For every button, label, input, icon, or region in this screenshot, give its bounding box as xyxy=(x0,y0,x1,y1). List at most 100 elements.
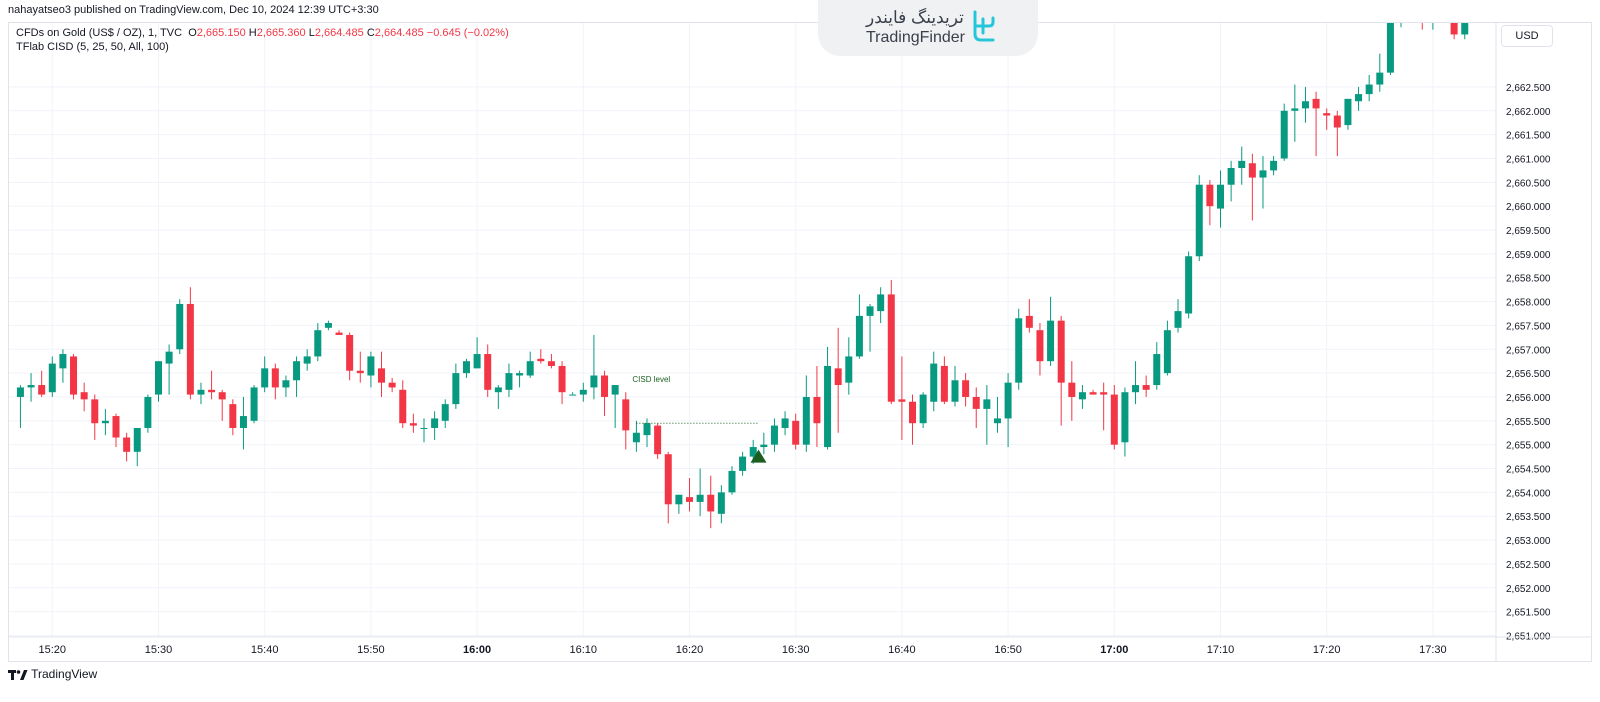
candle-body xyxy=(1312,98,1320,109)
candle-body xyxy=(409,423,417,426)
candle-body xyxy=(1482,8,1489,18)
candle xyxy=(1227,160,1235,202)
candle-body xyxy=(1461,23,1469,35)
candle-body xyxy=(1386,23,1394,73)
candle-body xyxy=(1163,330,1171,374)
ohlc-open-label: O xyxy=(188,27,197,39)
candle-body xyxy=(1557,18,1564,49)
candle-body xyxy=(601,375,609,397)
candle xyxy=(1301,86,1309,123)
candle-body xyxy=(993,418,1001,424)
bullish-signal-triangle xyxy=(750,449,767,463)
candle xyxy=(909,394,917,445)
candle-body xyxy=(112,416,120,438)
candle-body xyxy=(1025,315,1033,328)
currency-selector[interactable]: USD xyxy=(1501,25,1553,47)
time-tick-label: 16:20 xyxy=(676,644,704,656)
candle xyxy=(1323,108,1331,130)
candle-body xyxy=(1100,392,1108,395)
price-tick-label: 2,653.500 xyxy=(1506,512,1551,523)
candle-body xyxy=(707,494,715,512)
candle-body xyxy=(1227,168,1235,185)
time-tick-label: 17:10 xyxy=(1207,644,1235,656)
candle xyxy=(526,351,534,378)
candle-body xyxy=(632,432,640,443)
candle-body xyxy=(91,399,99,424)
time-tick-label: 15:50 xyxy=(357,644,385,656)
candle xyxy=(601,370,609,417)
candle xyxy=(335,330,343,335)
footer-brand[interactable]: TradingView xyxy=(8,667,97,681)
candle xyxy=(558,361,566,405)
candle-body xyxy=(1174,311,1182,328)
candle-body xyxy=(1440,11,1447,21)
candle-body xyxy=(335,332,343,335)
price-tick-label: 2,654.000 xyxy=(1506,488,1551,499)
candle xyxy=(48,356,56,397)
candle-body xyxy=(441,404,449,421)
candle-body xyxy=(537,358,545,362)
candle xyxy=(1163,320,1171,376)
candle-body xyxy=(887,294,895,402)
candle xyxy=(1440,6,1447,20)
candle-body xyxy=(802,396,810,445)
time-tick-label: 17:30 xyxy=(1419,644,1447,656)
symbol-name[interactable]: CFDs on Gold (US$ / OZ), 1, TVC xyxy=(16,27,183,39)
candle-body xyxy=(739,456,747,471)
candle xyxy=(484,344,492,397)
candle-body xyxy=(1408,15,1415,20)
candle xyxy=(1432,23,1434,30)
candle-body xyxy=(717,492,725,514)
candle xyxy=(165,344,173,395)
chart-pane[interactable] xyxy=(8,22,1592,662)
candle xyxy=(70,354,78,400)
ohlc-high-label: H xyxy=(248,27,257,39)
candle-body xyxy=(367,356,375,376)
candle xyxy=(208,370,216,400)
candle-body xyxy=(760,444,768,448)
candle xyxy=(1400,23,1402,28)
indicator-name[interactable]: TFlab CISD (5, 25, 50, All, 100) xyxy=(16,41,169,53)
candle xyxy=(664,451,672,524)
candle xyxy=(993,396,1001,433)
candle-body xyxy=(197,389,205,395)
candle xyxy=(176,299,184,355)
candle-body xyxy=(101,420,109,424)
candle-body xyxy=(1280,110,1288,159)
price-tick-label: 2,655.000 xyxy=(1506,441,1551,452)
candle xyxy=(1248,153,1256,221)
candle xyxy=(452,363,460,409)
candle xyxy=(1025,299,1033,333)
logo-text-en: TradingFinder xyxy=(866,29,966,46)
candle xyxy=(866,303,874,352)
candle xyxy=(59,349,67,383)
candle xyxy=(792,413,800,450)
price-tick-label: 2,659.000 xyxy=(1506,250,1551,261)
candle xyxy=(271,363,279,400)
candle xyxy=(1461,23,1469,40)
indicator-legend[interactable]: TFlab CISD (5, 25, 50, All, 100) xyxy=(16,41,169,53)
candle xyxy=(781,411,789,436)
candle xyxy=(1110,385,1118,450)
candle-body xyxy=(324,323,332,328)
symbol-legend[interactable]: CFDs on Gold (US$ / OZ), 1, TVC O2,665.1… xyxy=(16,27,509,39)
candle-body xyxy=(314,330,322,357)
candle-body xyxy=(505,373,513,390)
candle xyxy=(1068,361,1076,421)
candle xyxy=(824,346,832,450)
candle xyxy=(1493,11,1500,25)
candle xyxy=(1291,84,1299,142)
candle-body xyxy=(526,361,534,376)
candle-body xyxy=(176,303,184,350)
tradingview-logo-icon xyxy=(8,669,28,680)
candle-body xyxy=(675,494,683,505)
candle-body xyxy=(983,399,991,409)
candle xyxy=(1153,342,1161,390)
candle-body xyxy=(388,382,396,388)
price-tick-label: 2,657.000 xyxy=(1506,345,1551,356)
candle xyxy=(303,349,311,371)
candle xyxy=(1421,23,1423,30)
candle xyxy=(1536,1,1543,27)
candle xyxy=(1216,170,1224,228)
